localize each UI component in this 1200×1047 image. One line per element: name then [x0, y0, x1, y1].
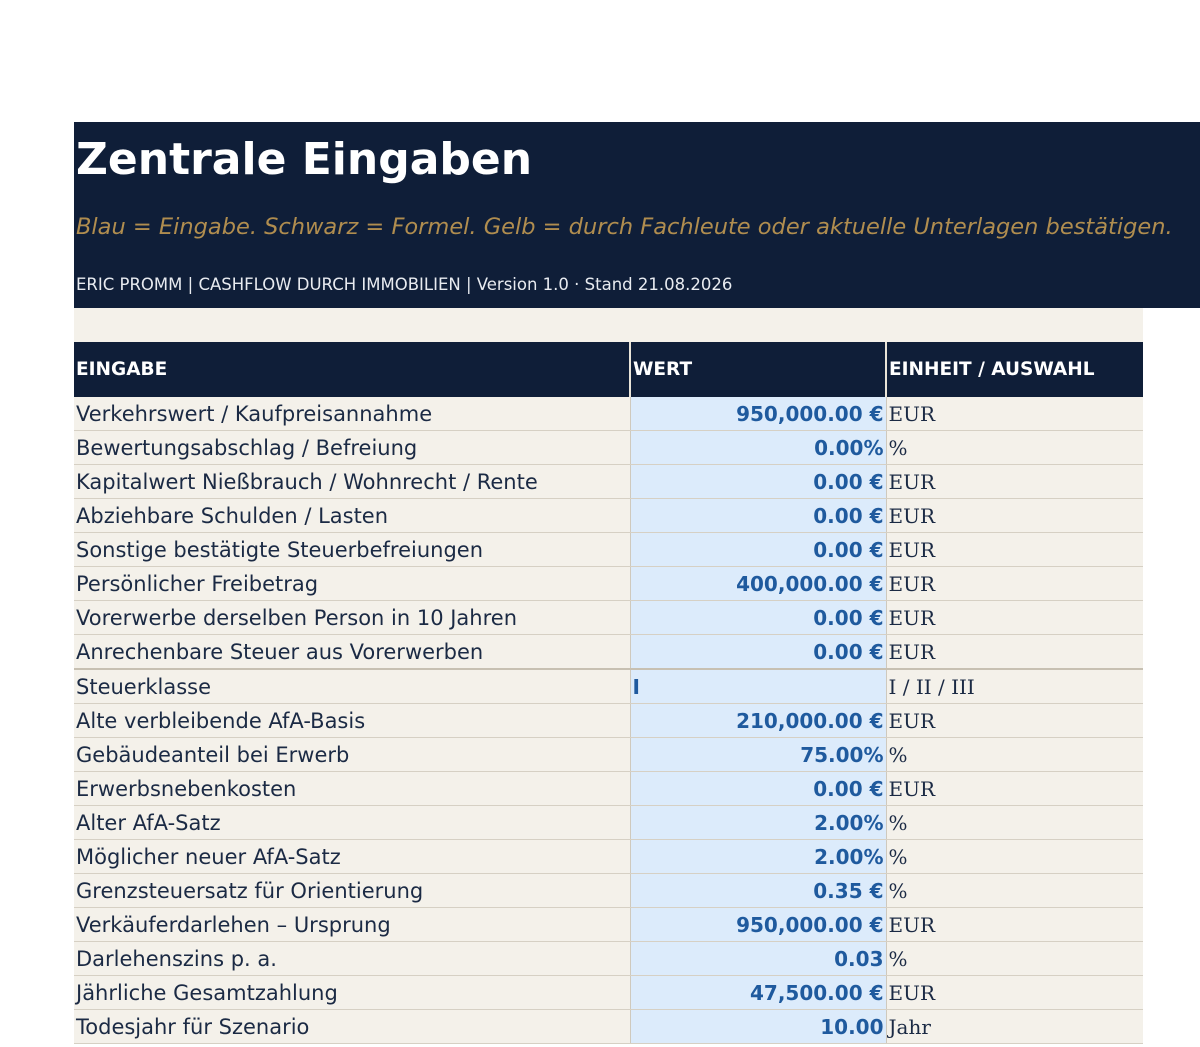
- value-cell[interactable]: 950,000.00 €: [630, 397, 887, 431]
- table-header-row: EINGABE WERT EINHEIT / AUSWAHL: [74, 342, 1143, 397]
- table-row: Erwerbsnebenkosten 0.00 € EUR: [74, 771, 1143, 806]
- table-row: Verkehrswert / Kaufpreisannahme 950,000.…: [74, 397, 1143, 431]
- value-cell[interactable]: 0.00 €: [630, 464, 887, 499]
- input-table: EINGABE WERT EINHEIT / AUSWAHL Verkehrsw…: [74, 342, 1143, 1044]
- value-cell[interactable]: 210,000.00 €: [630, 703, 887, 738]
- table-row: Persönlicher Freibetrag 400,000.00 € EUR: [74, 566, 1143, 601]
- table-row: Steuerklasse I I / II / III: [74, 669, 1143, 704]
- unit-cell: %: [886, 873, 1143, 908]
- value-cell[interactable]: 0.35 €: [630, 873, 887, 908]
- row-label: Darlehenszins p. a.: [74, 941, 631, 976]
- row-label: Erwerbsnebenkosten: [74, 771, 631, 806]
- row-label: Gebäudeanteil bei Erwerb: [74, 737, 631, 772]
- row-label: Grenzsteuersatz für Orientierung: [74, 873, 631, 908]
- row-label: Persönlicher Freibetrag: [74, 566, 631, 601]
- row-label: Todesjahr für Szenario: [74, 1009, 631, 1044]
- table-row: Abziehbare Schulden / Lasten 0.00 € EUR: [74, 498, 1143, 533]
- unit-cell: EUR: [886, 907, 1143, 942]
- unit-cell: Jahr: [886, 1009, 1143, 1044]
- row-label: Jährliche Gesamtzahlung: [74, 975, 631, 1010]
- value-cell[interactable]: 0.00 €: [630, 634, 887, 670]
- unit-cell: EUR: [886, 498, 1143, 533]
- value-cell[interactable]: 0.00 €: [630, 771, 887, 806]
- value-cell[interactable]: 0.03: [630, 941, 887, 976]
- value-cell[interactable]: 2.00%: [630, 839, 887, 874]
- row-label: Verkäuferdarlehen – Ursprung: [74, 907, 631, 942]
- value-cell[interactable]: 400,000.00 €: [630, 566, 887, 601]
- value-cell[interactable]: 75.00%: [630, 737, 887, 772]
- color-legend-subtitle: Blau = Eingabe. Schwarz = Formel. Gelb =…: [76, 214, 1173, 240]
- table-row: Bewertungsabschlag / Befreiung 0.00% %: [74, 430, 1143, 465]
- row-label: Möglicher neuer AfA-Satz: [74, 839, 631, 874]
- row-label: Steuerklasse: [74, 669, 631, 704]
- row-label: Vorerwerbe derselben Person in 10 Jahren: [74, 600, 631, 635]
- unit-cell: EUR: [886, 600, 1143, 635]
- table-row: Verkäuferdarlehen – Ursprung 950,000.00 …: [74, 907, 1143, 942]
- header-banner: Zentrale Eingaben Blau = Eingabe. Schwar…: [74, 122, 1200, 308]
- unit-cell: %: [886, 430, 1143, 465]
- value-cell[interactable]: 950,000.00 €: [630, 907, 887, 942]
- table-row: Gebäudeanteil bei Erwerb 75.00% %: [74, 737, 1143, 772]
- unit-cell: %: [886, 941, 1143, 976]
- unit-cell: %: [886, 839, 1143, 874]
- unit-cell: %: [886, 737, 1143, 772]
- value-cell[interactable]: 0.00 €: [630, 600, 887, 635]
- table-row: Vorerwerbe derselben Person in 10 Jahren…: [74, 600, 1143, 635]
- row-label: Alte verbleibende AfA-Basis: [74, 703, 631, 738]
- value-cell[interactable]: 47,500.00 €: [630, 975, 887, 1010]
- row-label: Anrechenbare Steuer aus Vorerwerben: [74, 634, 631, 670]
- column-header-wert: WERT: [630, 342, 887, 397]
- unit-cell: EUR: [886, 771, 1143, 806]
- unit-cell: %: [886, 805, 1143, 840]
- row-label: Alter AfA-Satz: [74, 805, 631, 840]
- unit-cell: I / II / III: [886, 669, 1143, 704]
- unit-cell: EUR: [886, 464, 1143, 499]
- value-cell[interactable]: 2.00%: [630, 805, 887, 840]
- table-row: Kapitalwert Nießbrauch / Wohnrecht / Ren…: [74, 464, 1143, 499]
- row-label: Sonstige bestätigte Steuerbefreiungen: [74, 532, 631, 567]
- table-row: Sonstige bestätigte Steuerbefreiungen 0.…: [74, 532, 1143, 567]
- page-title: Zentrale Eingaben: [76, 134, 533, 185]
- row-label: Bewertungsabschlag / Befreiung: [74, 430, 631, 465]
- value-cell[interactable]: 0.00 €: [630, 532, 887, 567]
- steuerklasse-select-cell[interactable]: I: [630, 669, 887, 704]
- table-row: Alte verbleibende AfA-Basis 210,000.00 €…: [74, 703, 1143, 738]
- unit-cell: EUR: [886, 397, 1143, 431]
- table-row: Alter AfA-Satz 2.00% %: [74, 805, 1143, 840]
- table-row: Möglicher neuer AfA-Satz 2.00% %: [74, 839, 1143, 874]
- value-cell[interactable]: 0.00 €: [630, 498, 887, 533]
- spacer-row: [74, 308, 1143, 342]
- value-cell[interactable]: 0.00%: [630, 430, 887, 465]
- table-row: Darlehenszins p. a. 0.03 %: [74, 941, 1143, 976]
- row-label: Kapitalwert Nießbrauch / Wohnrecht / Ren…: [74, 464, 631, 499]
- table-row: Todesjahr für Szenario 10.00 Jahr: [74, 1009, 1143, 1044]
- unit-cell: EUR: [886, 532, 1143, 567]
- row-label: Verkehrswert / Kaufpreisannahme: [74, 397, 631, 431]
- column-header-einheit: EINHEIT / AUSWAHL: [886, 342, 1143, 397]
- author-version-line: ERIC PROMM | CASHFLOW DURCH IMMOBILIEN |…: [76, 275, 733, 294]
- unit-cell: EUR: [886, 566, 1143, 601]
- unit-cell: EUR: [886, 975, 1143, 1010]
- column-header-eingabe: EINGABE: [74, 342, 631, 397]
- value-cell[interactable]: 10.00: [630, 1009, 887, 1044]
- row-label: Abziehbare Schulden / Lasten: [74, 498, 631, 533]
- table-row: Jährliche Gesamtzahlung 47,500.00 € EUR: [74, 975, 1143, 1010]
- unit-cell: EUR: [886, 634, 1143, 670]
- table-row: Anrechenbare Steuer aus Vorerwerben 0.00…: [74, 634, 1143, 670]
- table-row: Grenzsteuersatz für Orientierung 0.35 € …: [74, 873, 1143, 908]
- unit-cell: EUR: [886, 703, 1143, 738]
